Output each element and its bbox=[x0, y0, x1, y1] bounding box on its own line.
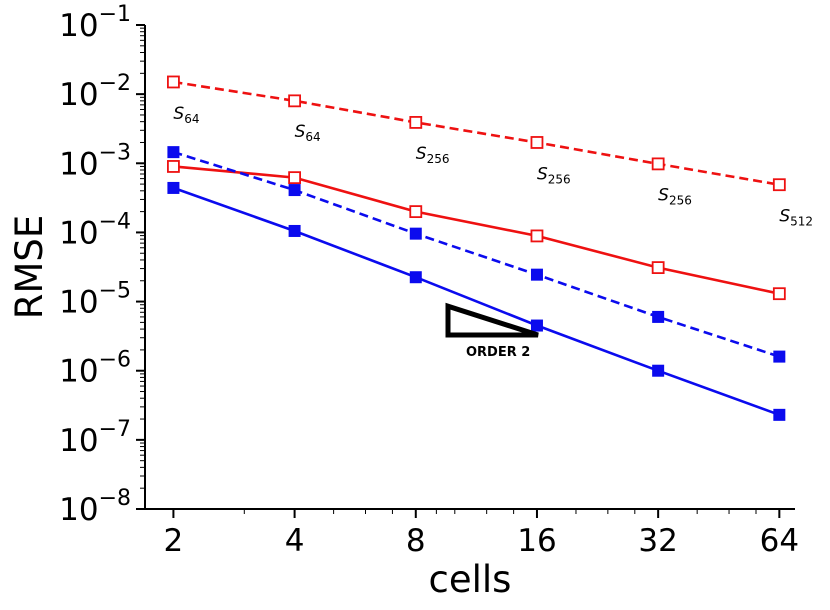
annotation-label: S256 bbox=[537, 165, 571, 187]
x-tick-label: 32 bbox=[638, 523, 677, 559]
series-point-blue-solid-filled bbox=[530, 319, 543, 332]
series-point-red-dashed-open bbox=[530, 136, 544, 149]
series-point-blue-solid-filled bbox=[652, 364, 665, 377]
series-line-blue-dashed-filled bbox=[173, 150, 780, 358]
series-point-blue-dashed-filled bbox=[167, 146, 180, 159]
series-line-blue-solid-filled bbox=[172, 186, 780, 417]
order-triangle: ORDER 2 bbox=[445, 302, 539, 360]
x-tick-label: 4 bbox=[285, 523, 305, 559]
series-point-blue-solid-filled bbox=[409, 271, 422, 284]
y-tick-label: 10−8 bbox=[59, 486, 131, 528]
x-tick-label: 8 bbox=[406, 523, 426, 559]
series-point-red-dashed-open bbox=[167, 75, 180, 89]
y-tick-label: 10−6 bbox=[59, 348, 131, 390]
x-tick-label: 64 bbox=[760, 523, 799, 559]
x-tick-label: 2 bbox=[164, 523, 184, 559]
annotation-label: S256 bbox=[658, 185, 692, 207]
series-line-red-dashed-open bbox=[173, 80, 780, 186]
y-tick-label: 10−4 bbox=[59, 209, 131, 251]
series-point-red-solid-open bbox=[530, 229, 544, 243]
series-point-blue-solid-filled bbox=[288, 224, 301, 237]
series-line-red-solid-open bbox=[173, 165, 780, 295]
series-point-blue-dashed-filled bbox=[409, 227, 422, 240]
series-point-red-dashed-open bbox=[409, 116, 423, 129]
series-point-red-dashed-open bbox=[288, 94, 301, 108]
annotation-label: S256 bbox=[416, 144, 450, 166]
series-point-red-solid-open bbox=[167, 160, 180, 173]
order-triangle-shape bbox=[445, 302, 539, 338]
annotation-label: S64 bbox=[295, 122, 321, 144]
annotation-label: S64 bbox=[173, 104, 199, 126]
series-point-blue-dashed-filled bbox=[288, 184, 301, 197]
series-point-red-dashed-open bbox=[651, 157, 665, 171]
series-point-blue-solid-filled bbox=[773, 408, 786, 421]
y-tick-label: 10−3 bbox=[59, 140, 131, 182]
y-tick-label: 10−1 bbox=[59, 2, 131, 44]
series-point-red-solid-open bbox=[772, 287, 786, 301]
x-axis-title: cells bbox=[429, 558, 512, 601]
series-point-red-solid-open bbox=[651, 261, 665, 274]
y-tick-label: 10−5 bbox=[59, 279, 131, 321]
series-point-red-dashed-open bbox=[772, 178, 786, 192]
y-axis-title: RMSE bbox=[8, 215, 51, 320]
series-point-red-solid-open bbox=[409, 205, 423, 219]
annotation-label: S512 bbox=[779, 206, 813, 228]
series-point-blue-dashed-filled bbox=[530, 268, 543, 281]
y-tick-label: 10−2 bbox=[59, 71, 131, 113]
series-point-blue-solid-filled bbox=[167, 181, 180, 194]
series-point-red-solid-open bbox=[288, 171, 301, 185]
order-label: ORDER 2 bbox=[466, 345, 530, 360]
y-tick-label: 10−7 bbox=[59, 417, 131, 459]
series-point-blue-dashed-filled bbox=[652, 310, 665, 323]
series-point-blue-dashed-filled bbox=[773, 350, 786, 363]
x-tick-label: 16 bbox=[517, 523, 556, 559]
